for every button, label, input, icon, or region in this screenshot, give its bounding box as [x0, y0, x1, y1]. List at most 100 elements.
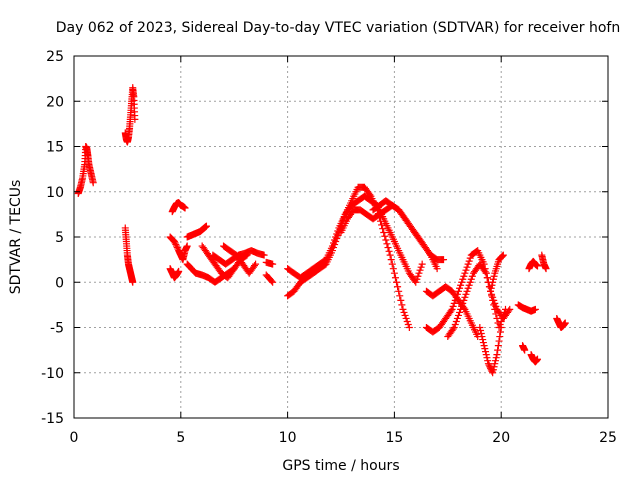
data-point [461, 269, 469, 277]
data-point [488, 367, 496, 375]
data-point [496, 333, 504, 341]
data-point [542, 265, 550, 273]
data-point [485, 361, 493, 369]
data-point [450, 324, 458, 331]
data-point [414, 272, 422, 280]
data-point [378, 221, 386, 229]
data-point [489, 278, 497, 286]
x-tick-label: 25 [599, 430, 617, 446]
data-point [464, 284, 472, 292]
data-point [481, 345, 489, 353]
data-point [334, 227, 342, 235]
data-point [462, 266, 470, 274]
data-point [454, 311, 462, 319]
data-point [381, 232, 389, 240]
data-point [417, 263, 425, 271]
data-point [481, 268, 489, 276]
data-point [331, 236, 339, 244]
data-point [181, 204, 189, 212]
x-tick-label: 0 [70, 430, 79, 446]
data-point [433, 265, 441, 273]
data-point [450, 299, 458, 307]
data-point [492, 354, 500, 362]
data-point [391, 274, 399, 282]
data-point [483, 274, 491, 282]
data-point [489, 296, 497, 304]
data-point [487, 287, 495, 295]
y-tick-label: -5 [50, 321, 64, 337]
data-point [493, 351, 501, 359]
data-point [494, 342, 502, 350]
data-point [500, 308, 508, 316]
data-point [466, 278, 474, 286]
data-point [531, 305, 539, 313]
data-point [418, 260, 426, 268]
data-point [459, 299, 467, 307]
data-point [463, 287, 471, 295]
data-point [89, 179, 97, 187]
data-point [449, 302, 457, 310]
x-tick-label: 15 [385, 430, 403, 446]
data-point [332, 233, 340, 241]
data-point [466, 254, 474, 262]
data-point [252, 260, 260, 268]
data-point [491, 305, 499, 313]
data-point [464, 260, 472, 268]
data-point [388, 260, 396, 268]
data-point [452, 317, 460, 325]
data-point [465, 281, 473, 289]
data-point [452, 293, 460, 301]
data-point [499, 311, 507, 319]
data-point [390, 269, 398, 277]
data-point [534, 355, 542, 363]
data-point [487, 284, 495, 292]
data-point [457, 281, 465, 289]
data-point [483, 354, 491, 362]
data-point [328, 242, 336, 250]
data-point [478, 333, 486, 341]
data-point [488, 292, 496, 300]
data-point [456, 308, 464, 316]
data-point [171, 239, 179, 247]
data-point [393, 278, 401, 286]
y-tick-label: -10 [41, 366, 64, 382]
data-point [498, 314, 506, 322]
data-point [501, 305, 509, 313]
data-point [454, 287, 462, 295]
data-point [490, 301, 498, 309]
data-point [260, 251, 268, 259]
data-point [482, 269, 490, 277]
data-point [380, 228, 388, 236]
data-point [479, 336, 487, 344]
x-tick-label: 10 [279, 430, 297, 446]
data-point [495, 337, 503, 345]
data-point [453, 314, 461, 322]
data-point [383, 240, 391, 248]
y-tick-label: 20 [46, 94, 64, 110]
data-point [456, 284, 464, 292]
grid [74, 56, 608, 418]
data-point [462, 290, 470, 298]
y-tick-label: 5 [55, 230, 64, 246]
y-tick-label: 0 [55, 275, 64, 291]
data-point [202, 222, 210, 230]
chart-title: Day 062 of 2023, Sidereal Day-to-day VTE… [56, 20, 620, 36]
data-point [534, 262, 542, 270]
data-point [494, 346, 502, 354]
data-point [173, 244, 181, 252]
data-point [400, 308, 408, 316]
y-tick-label: 25 [46, 49, 64, 65]
data-point [499, 252, 507, 260]
data-point [449, 325, 457, 333]
data-point [491, 360, 499, 368]
data-point [129, 278, 137, 286]
data-point [497, 317, 505, 325]
data-point [521, 346, 529, 354]
data-point [498, 253, 506, 261]
data-point [268, 277, 276, 285]
data-point [458, 278, 466, 286]
data-point [460, 272, 468, 280]
data-point [440, 256, 448, 264]
data-point [404, 320, 412, 328]
data-point [333, 230, 341, 238]
